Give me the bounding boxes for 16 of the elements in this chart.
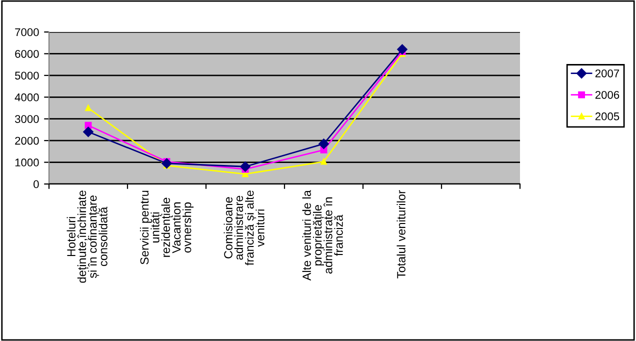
y-tick-label: 5000 <box>15 72 39 80</box>
y-tick-label: 4000 <box>14 93 39 102</box>
x-tick-label: Totalul veniturilor <box>396 190 406 278</box>
legend-label: 2006 <box>595 90 620 99</box>
x-tick-label: Alte venituri de la proprietățile administrate în franciză <box>302 190 343 281</box>
x-tick-label: Hoteluri deținute,închiriate și în cofinanțare consolidată <box>66 190 108 283</box>
legend-label: 2005 <box>595 112 620 120</box>
y-tick-label: 0 <box>34 180 39 188</box>
y-tick-label: 1000 <box>15 158 39 166</box>
y-tick-label: 7000 <box>15 28 39 36</box>
y-tick-label: 2000 <box>15 136 39 145</box>
y-tick-label: 6000 <box>15 50 39 58</box>
legend-label: 2007 <box>595 69 620 78</box>
x-tick-label: Comisioane administrare franciză și alte venituri <box>224 190 264 266</box>
y-tick-label: 3000 <box>14 115 39 123</box>
x-tick-label: Servicii pentru unități rezidențiale Vacantion ovnership <box>140 190 194 264</box>
